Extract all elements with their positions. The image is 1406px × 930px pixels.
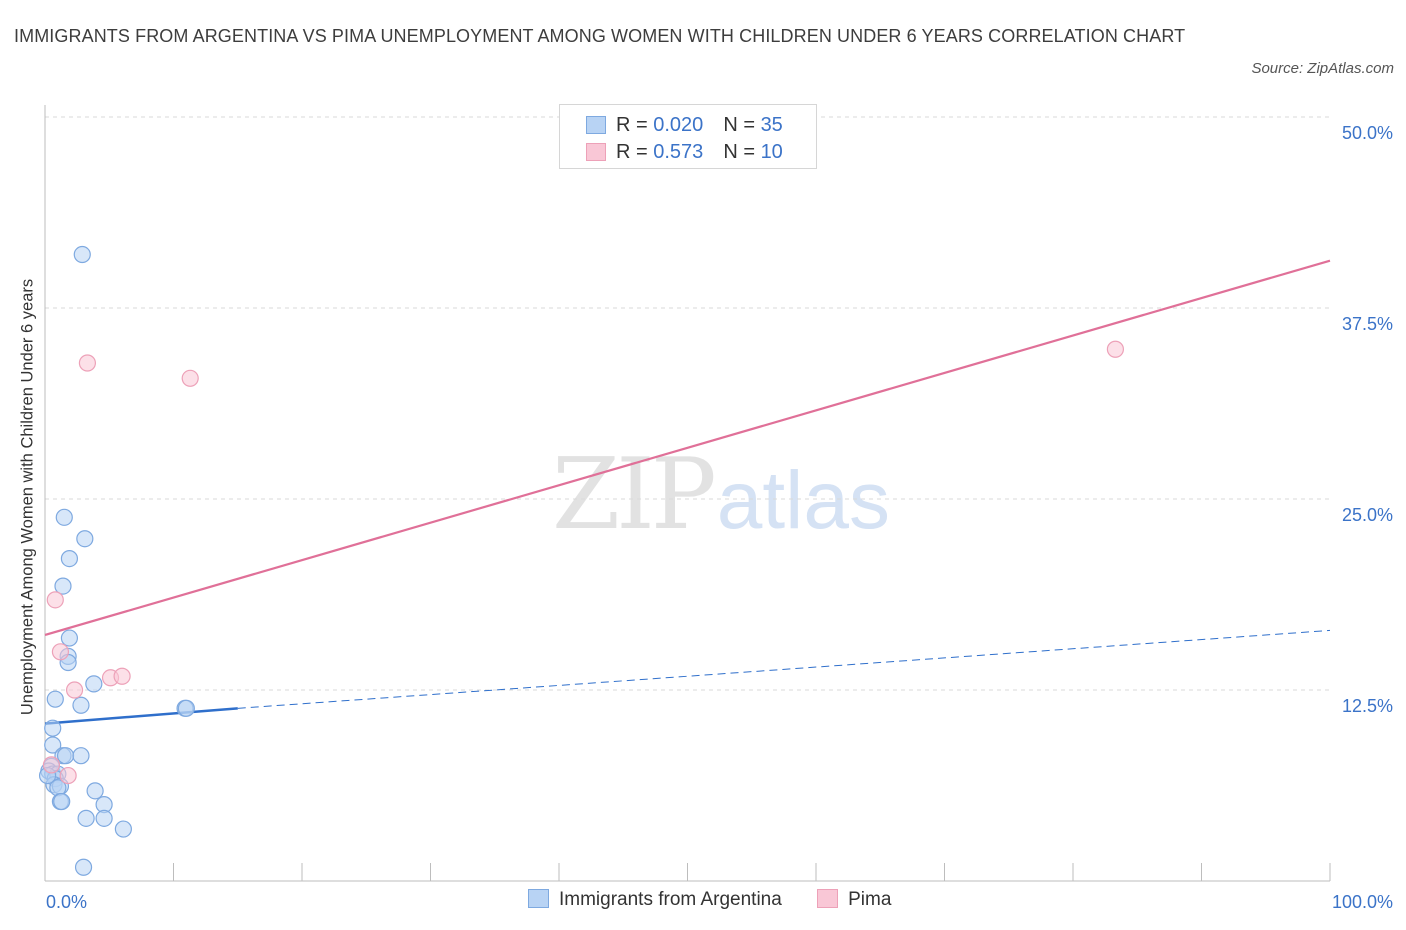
argentina-point <box>54 577 72 595</box>
argentina-trend-line-extended <box>237 629 1331 709</box>
legend-label-pima: Pima <box>848 889 892 910</box>
argentina-point <box>86 782 104 800</box>
argentina-point <box>177 699 195 717</box>
legend-swatch-pink <box>586 143 606 161</box>
argentina-point <box>95 809 113 827</box>
argentina-point <box>44 736 62 754</box>
chart-title: IMMIGRANTS FROM ARGENTINA VS PIMA UNEMPL… <box>14 26 1186 46</box>
watermark-atlas: atlas <box>716 455 890 546</box>
argentina-point <box>44 719 62 737</box>
y-tick-label: 25.0% <box>1342 505 1393 525</box>
argentina-point <box>85 675 103 693</box>
legend-item-pima[interactable]: Pima <box>817 889 891 911</box>
axes <box>44 105 1331 882</box>
argentina-point <box>114 820 132 838</box>
legend-n-value: 35 <box>760 114 783 136</box>
legend-r-value: 0.573 <box>653 141 704 163</box>
argentina-point <box>55 508 73 526</box>
argentina-point <box>74 858 93 876</box>
source-label: Source: ZipAtlas.com <box>1251 60 1394 77</box>
argentina-trend-line <box>44 707 238 725</box>
legend-n-label: N = <box>723 114 761 136</box>
pima-point <box>59 766 77 785</box>
pima-point <box>113 667 131 685</box>
tick-labels: 12.5% 25.0% 37.5% 50.0% 0.0% 100.0% <box>46 123 1393 912</box>
argentina-point <box>46 690 64 708</box>
argentina-point <box>53 792 71 811</box>
y-tick-label: 37.5% <box>1342 314 1393 334</box>
argentina-point <box>76 530 94 548</box>
legend-row-pima: R = 0.573 N = 10 <box>586 138 783 166</box>
pima-point <box>78 354 97 372</box>
y-tick-label: 50.0% <box>1342 123 1393 143</box>
argentina-point <box>56 747 75 765</box>
data-points <box>38 245 1125 876</box>
legend-row-argentina: R = 0.020 N = 35 <box>586 111 783 139</box>
legend-r-label: R = <box>616 114 654 136</box>
pima-point <box>181 369 199 387</box>
legend-swatch-pink <box>817 889 839 908</box>
argentina-point <box>60 549 79 568</box>
watermark-zip: ZIP <box>552 438 717 552</box>
pima-trend-line <box>44 259 1331 637</box>
argentina-point <box>73 245 91 264</box>
legend-item-argentina[interactable]: Immigrants from Argentina <box>528 889 782 911</box>
legend-n-label: N = <box>723 141 761 163</box>
argentina-point <box>60 629 79 647</box>
x-tick-label: 100.0% <box>1332 892 1393 912</box>
argentina-point <box>72 696 90 714</box>
legend-r-value: 0.020 <box>653 114 704 136</box>
x-tick-label: 0.0% <box>46 892 87 912</box>
watermark: ZIPatlas <box>552 438 890 552</box>
pima-point <box>1106 340 1125 358</box>
argentina-point <box>72 747 90 765</box>
argentina-point <box>77 809 95 827</box>
correlation-legend: R = 0.020 N = 35 R = 0.573 N = 10 <box>559 104 817 169</box>
trend-lines <box>44 259 1331 725</box>
series-legend: Immigrants from Argentina Pima <box>528 889 921 911</box>
legend-swatch-blue <box>528 889 549 908</box>
legend-n-value: 10 <box>760 141 783 163</box>
legend-r-label: R = <box>616 141 654 163</box>
pima-point <box>46 591 64 609</box>
pima-point <box>51 643 70 661</box>
pima-point <box>65 681 84 699</box>
pima-point <box>42 756 61 774</box>
y-tick-label: 12.5% <box>1342 696 1393 716</box>
gridlines <box>45 116 1330 691</box>
legend-label-argentina: Immigrants from Argentina <box>559 889 782 910</box>
legend-swatch-blue <box>586 116 606 134</box>
